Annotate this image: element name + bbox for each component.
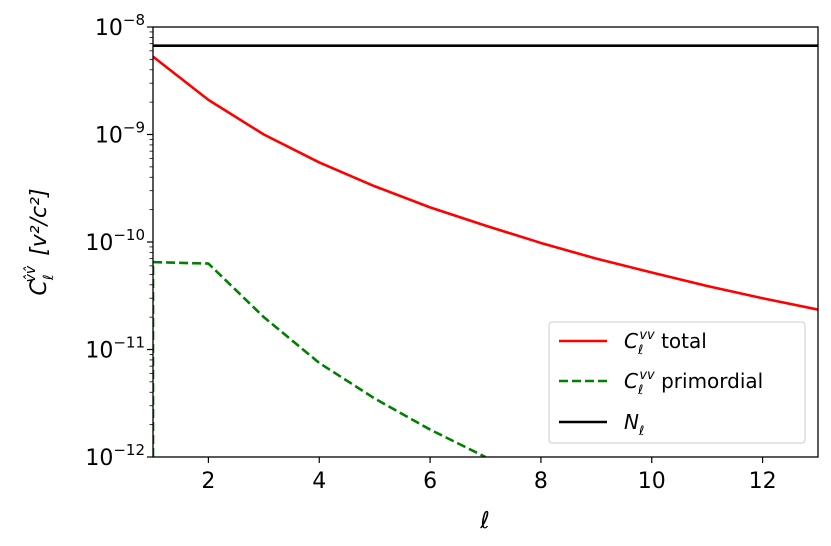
legend-label-total: Cℓvv total <box>624 328 707 358</box>
y-label-symbol: C <box>27 280 52 296</box>
y-axis-ticks: 10−12 10−11 10−10 10−9 10−8 <box>85 11 153 471</box>
legend-label-n: Nℓ <box>624 410 644 439</box>
series-line-total <box>153 55 818 311</box>
x-axis-label: ℓ <box>479 508 490 534</box>
y-tick-label: 10−10 <box>85 226 145 256</box>
y-label-superscript: v̂v̂ <box>23 265 39 282</box>
legend-label-primordial: Cℓvv primordial <box>624 368 763 398</box>
x-tick-label: 6 <box>423 469 437 494</box>
legend-box <box>548 321 806 444</box>
y-label-units: [v²/c²] <box>27 188 52 255</box>
x-tick-label: 2 <box>201 469 215 494</box>
x-axis-ticks: 2 4 6 8 10 12 <box>201 457 777 494</box>
y-axis-label: Cℓv̂v̂ [v²/c²] <box>23 188 57 295</box>
y-tick-label: 10−9 <box>95 119 145 149</box>
y-tick-label: 10−12 <box>85 441 145 471</box>
y-label-subscript: ℓ <box>41 274 57 281</box>
y-tick-label: 10−11 <box>85 334 145 364</box>
x-tick-label: 8 <box>534 469 548 494</box>
x-tick-label: 4 <box>312 469 326 494</box>
x-tick-label: 10 <box>638 469 666 494</box>
x-tick-label: 12 <box>749 469 777 494</box>
y-tick-label: 10−8 <box>95 11 145 41</box>
legend: Cℓvv total Cℓvv primordial Nℓ <box>548 321 806 444</box>
series-layer <box>153 44 818 457</box>
series-line-primordial <box>153 260 487 457</box>
